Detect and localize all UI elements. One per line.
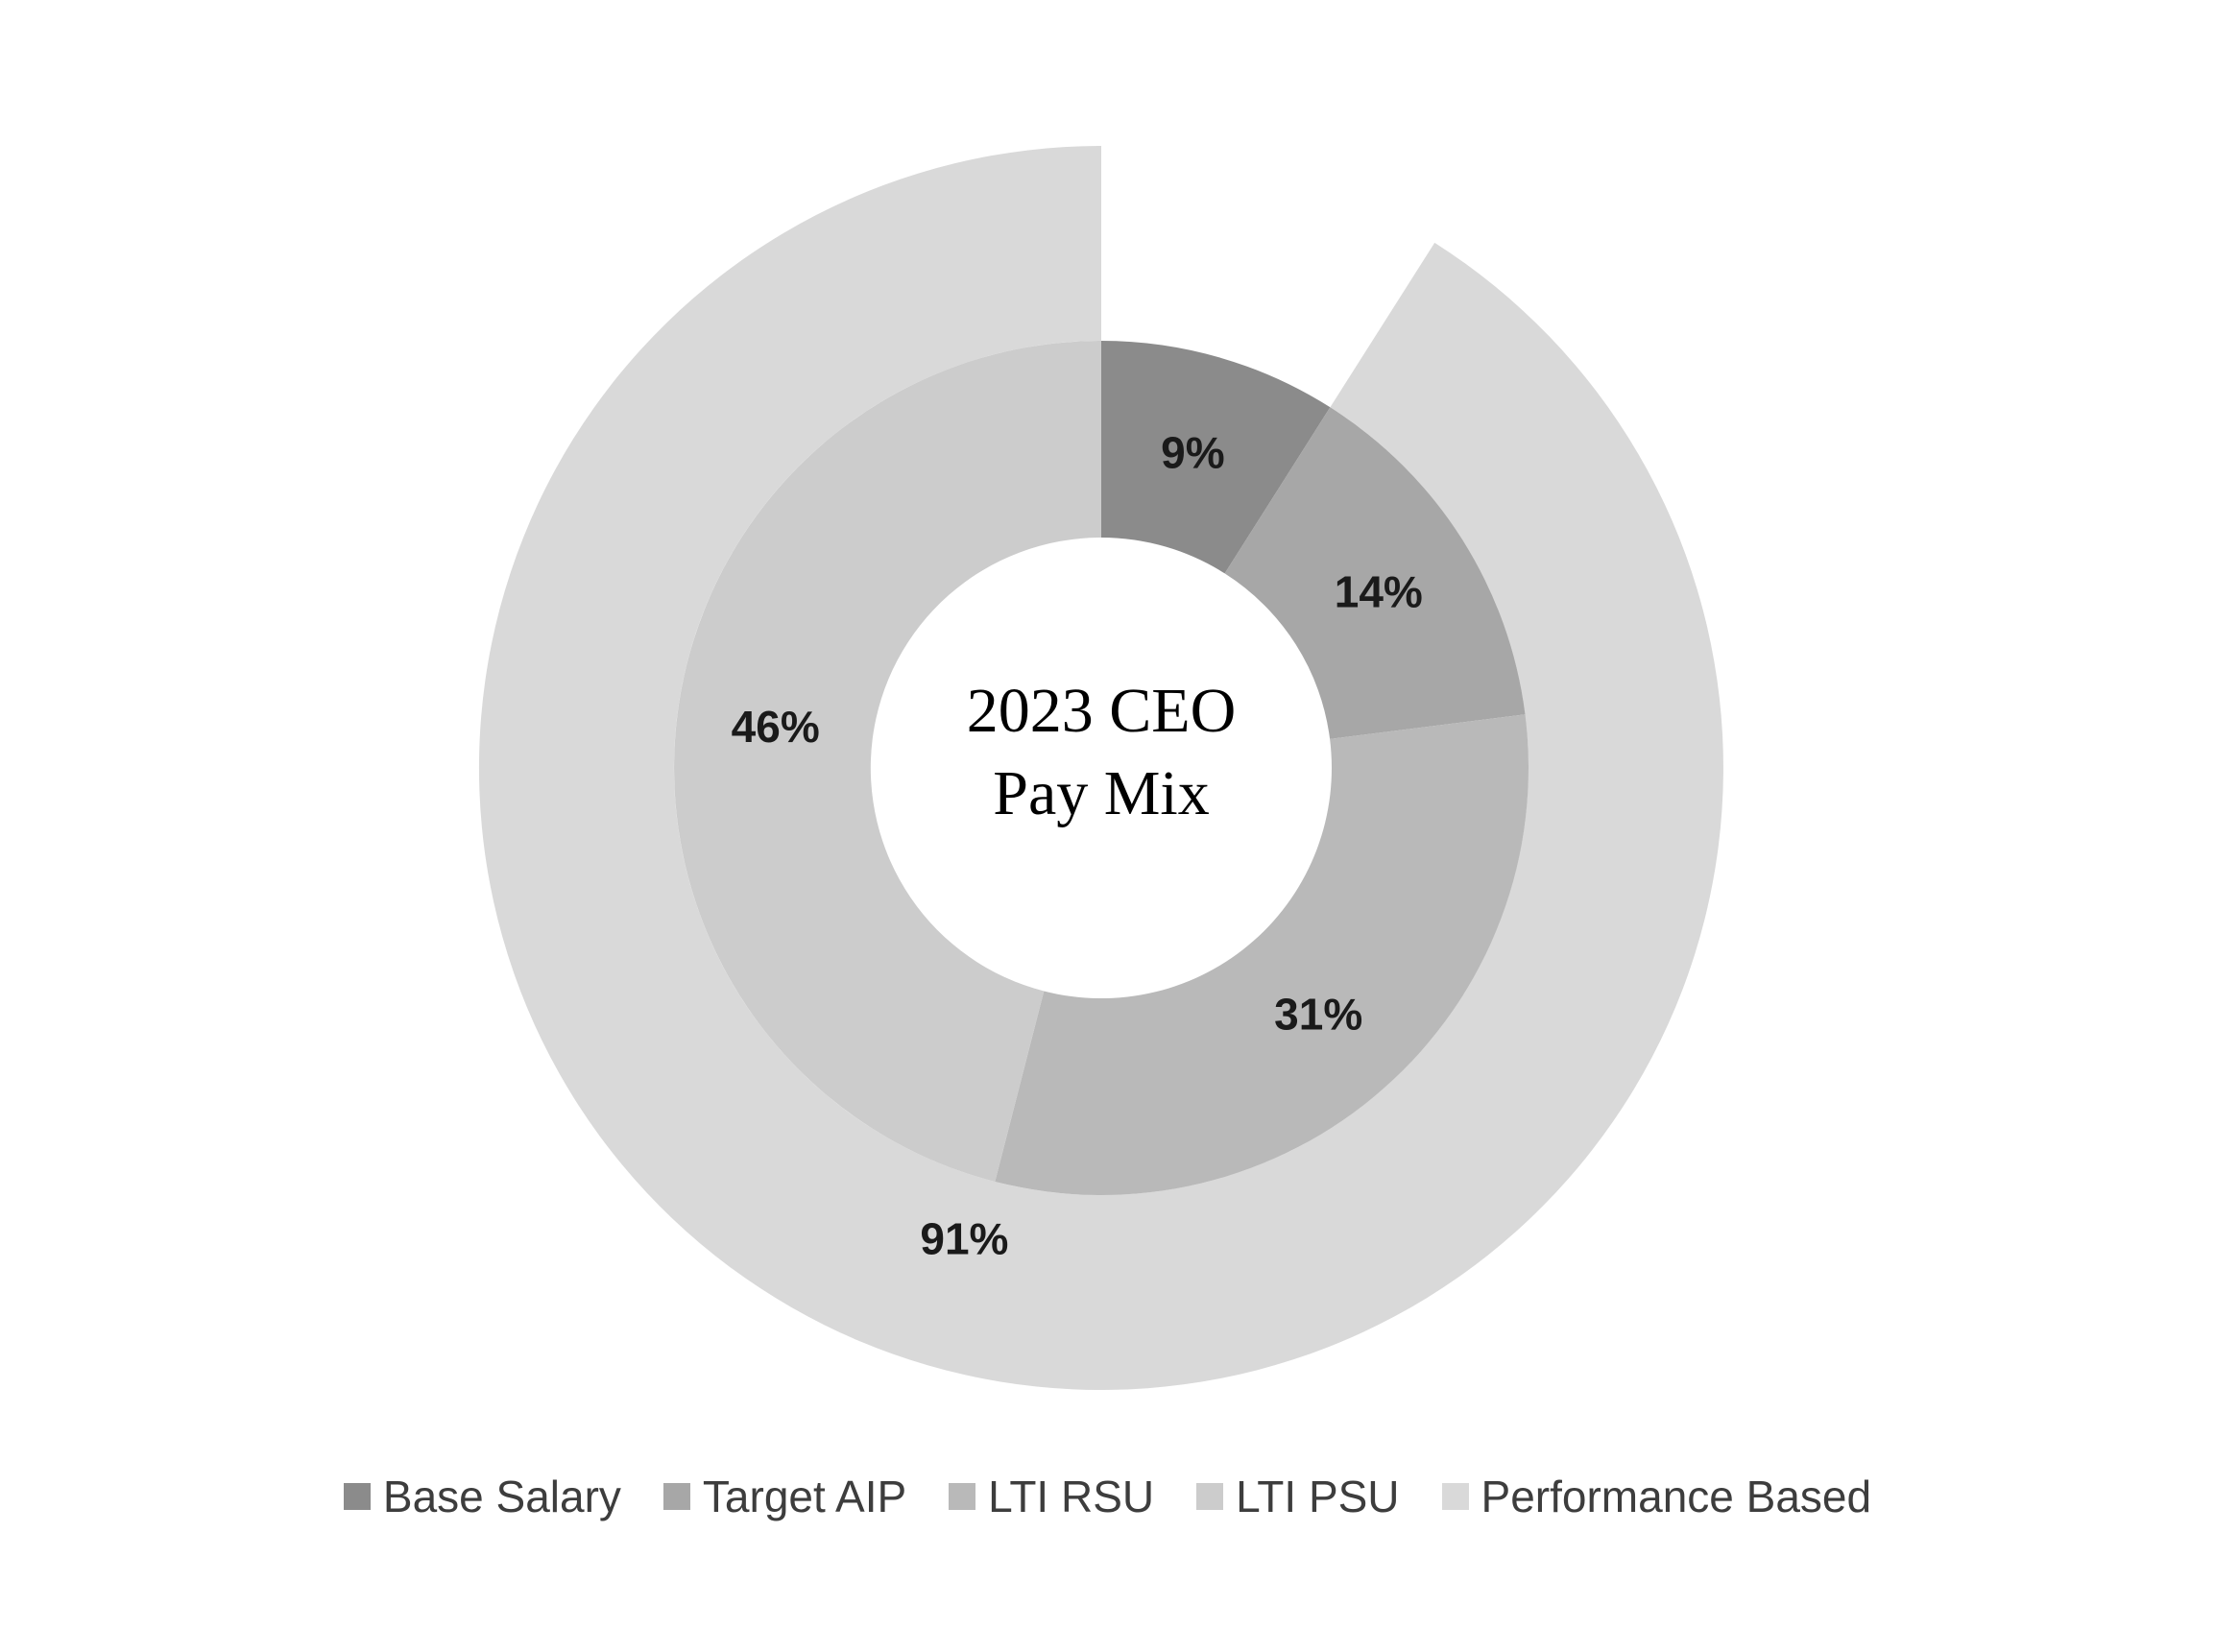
inner-slice-lti-psu [674, 341, 1101, 1182]
legend-label-lti-psu: LTI PSU [1236, 1472, 1400, 1521]
legend-swatch-base-salary [343, 1483, 371, 1510]
legend-item-target-aip: Target AIP [662, 1471, 907, 1522]
inner-slice-lti-rsu [995, 714, 1529, 1195]
inner-label-lti-rsu: 31% [1274, 990, 1362, 1040]
legend-item-lti-psu: LTI PSU [1196, 1471, 1400, 1522]
inner-slice-base-salary [1101, 341, 1331, 574]
legend-label-base-salary: Base Salary [382, 1472, 621, 1521]
inner-label-lti-psu: 46% [732, 702, 820, 752]
legend-swatch-performance-based [1441, 1483, 1469, 1510]
legend-item-performance-based: Performance Based [1441, 1471, 1872, 1522]
legend-swatch-target-aip [662, 1483, 690, 1510]
inner-label-target-aip: 14% [1335, 567, 1423, 617]
inner-slice-target-aip [1224, 407, 1526, 739]
chart-center-title-line1: 2023 CEO [966, 676, 1237, 746]
legend-label-lti-rsu: LTI RSU [988, 1472, 1155, 1521]
outer-label-performance-based: 91% [920, 1214, 1008, 1264]
pay-mix-donut-chart: 91% 9% 14% 31% 46% [478, 146, 1723, 1391]
inner-label-base-salary: 9% [1161, 428, 1224, 478]
legend-label-target-aip: Target AIP [702, 1472, 907, 1521]
chart-center-title: 2023 CEO Pay Mix [813, 670, 1389, 835]
chart-center-title-line2: Pay Mix [993, 758, 1210, 828]
legend-item-base-salary: Base Salary [343, 1471, 621, 1522]
outer-slice-performance-based [478, 146, 1723, 1391]
legend-label-performance-based: Performance Based [1481, 1472, 1872, 1521]
legend-swatch-lti-psu [1196, 1483, 1224, 1510]
legend-item-lti-rsu: LTI RSU [949, 1471, 1154, 1522]
legend-swatch-lti-rsu [949, 1483, 976, 1510]
chart-legend: Base Salary Target AIP LTI RSU LTI PSU P… [0, 1471, 2215, 1522]
